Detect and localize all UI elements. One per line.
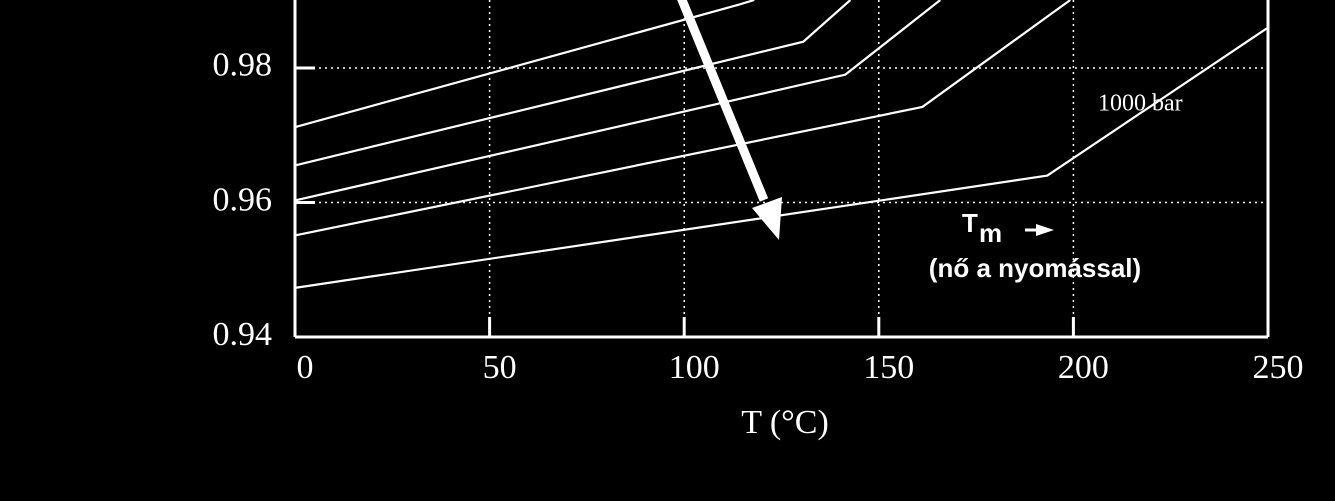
annotation: (nő a nyomással) bbox=[929, 253, 1141, 283]
x-tick-label: 200 bbox=[1058, 349, 1109, 386]
y-tick-label: 0.94 bbox=[213, 316, 273, 353]
x-tick-label: 0 bbox=[297, 349, 314, 386]
x-tick-label: 100 bbox=[669, 349, 720, 386]
annotation: T bbox=[962, 208, 978, 238]
series-line bbox=[294, 0, 941, 202]
annotation: 1000 bar bbox=[1098, 91, 1183, 117]
y-tick-label: 0.96 bbox=[213, 181, 273, 218]
x-tick-label: 50 bbox=[483, 349, 517, 386]
series-line bbox=[294, 0, 852, 167]
pressure-arrow bbox=[677, 0, 782, 240]
x-axis-label: T (°C) bbox=[741, 404, 829, 441]
y-tick-label: 0.98 bbox=[213, 47, 273, 84]
series-line bbox=[294, 0, 755, 129]
series-line bbox=[294, 0, 1071, 237]
annotation: m bbox=[979, 218, 1002, 248]
x-tick-label: 250 bbox=[1253, 349, 1304, 386]
tm-arrow bbox=[1025, 224, 1054, 236]
series-line bbox=[294, 26, 1269, 289]
x-tick-label: 150 bbox=[863, 349, 914, 386]
